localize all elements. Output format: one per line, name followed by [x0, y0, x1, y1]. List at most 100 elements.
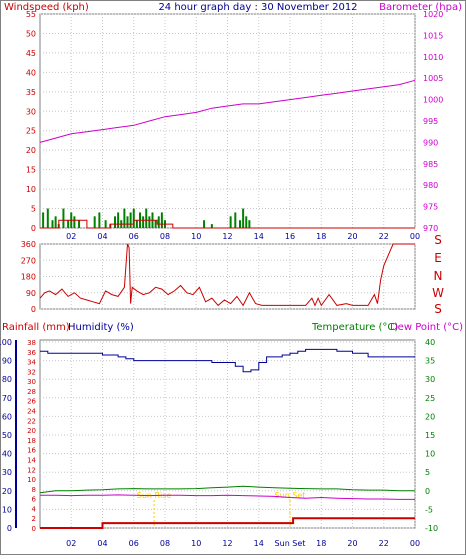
wind-direction-tick-label: 90 [26, 289, 36, 298]
x-tick-label: 20 [347, 539, 357, 548]
humidity-tick-label: 0 [7, 524, 12, 533]
rainfall-tick-label: 20 [27, 427, 36, 435]
wind-direction-tick-label: 180 [21, 273, 36, 282]
temperature-line [39, 485, 415, 494]
barometer-tick-label: 1000 [423, 96, 443, 105]
temperature-axis-label: Temperature (°C) [311, 322, 398, 333]
windspeed-tick-label: 40 [26, 68, 36, 77]
wind-direction-tick-label: 0 [31, 305, 36, 314]
windspeed-tick-labels: 0 5 10 15 20 25 30 35 40 45 50 55 [26, 10, 36, 233]
temperature-tick-label: -10 [425, 524, 438, 533]
rainfall-tick-label: 8 [32, 486, 36, 494]
rainfall-tick-label: 36 [27, 349, 36, 357]
windspeed-tick-label: 50 [26, 29, 36, 38]
x-tick-label: 04 [97, 539, 107, 548]
barometer-line [39, 79, 416, 143]
barometer-tick-label: 1010 [423, 53, 443, 62]
temperature-tick-labels: -10 -5 0 5 10 15 20 25 30 35 40 [425, 338, 438, 533]
rain-humidity-temperature-panel: 0102030405060708090100 02468101214161820… [0, 322, 463, 548]
x-tick-label: 12 [222, 232, 232, 241]
barometer-tick-label: 985 [423, 160, 438, 169]
x-tick-label: 14 [254, 232, 264, 241]
x-tick-label: 20 [347, 232, 357, 241]
rainfall-axis-label: Rainfall (mm) [2, 322, 70, 333]
temperature-tick-label: 40 [425, 338, 435, 347]
humidity-tick-label: 90 [2, 357, 12, 366]
temperature-tick-label: 15 [425, 431, 435, 440]
wind-direction-tick-labels: 0 90 180 270 360 [21, 240, 36, 314]
humidity-tick-label: 80 [2, 375, 12, 384]
temperature-tick-label: 30 [425, 375, 435, 384]
rainfall-tick-label: 18 [27, 437, 36, 445]
windspeed-tick-label: 15 [26, 166, 36, 175]
x-tick-label: 06 [129, 539, 139, 548]
rain-humidity-grid [40, 340, 416, 529]
windspeed-tick-label: 5 [31, 205, 36, 214]
wind-barometer-grid [40, 13, 416, 229]
compass-direction-label: W [432, 286, 444, 300]
temperature-tick-label: 25 [425, 394, 435, 403]
windspeed-tick-label: 20 [26, 146, 36, 155]
rainfall-tick-label: 14 [27, 456, 36, 464]
temperature-tick-label: 20 [425, 412, 435, 421]
x-tick-label: 18 [316, 232, 326, 241]
rainfall-line [40, 517, 415, 529]
windspeed-tick-label: 30 [26, 107, 36, 116]
compass-direction-label: N [434, 269, 443, 283]
x-tick-label: 08 [160, 539, 170, 548]
rainfall-tick-label: 24 [27, 408, 36, 416]
rainfall-tick-label: 22 [27, 417, 36, 425]
dewpoint-line [40, 494, 415, 500]
x-tick-label: 08 [160, 232, 170, 241]
compass-direction-label: E [434, 251, 442, 265]
x-tick-label: 12 [222, 539, 232, 548]
temperature-tick-label: 10 [425, 450, 435, 459]
barometer-tick-label: 980 [423, 181, 438, 190]
sun-set-label: Sun Set [275, 491, 306, 500]
humidity-line [40, 348, 415, 373]
windspeed-tick-label: 45 [26, 49, 36, 58]
humidity-tick-label: 100 [0, 338, 12, 347]
humidity-axis-label: Humidity (%) [68, 322, 134, 333]
rainfall-tick-label: 30 [27, 378, 36, 386]
chart-title: 24 hour graph day : 30 November 2012 [158, 2, 357, 13]
barometer-tick-label: 990 [423, 138, 438, 147]
wind-barometer-plot-area [39, 13, 416, 229]
x-tick-label: 22 [379, 539, 389, 548]
compass-direction-label: S [434, 233, 442, 247]
humidity-tick-labels: 0 10 20 30 40 50 60 70 80 90 100 [0, 338, 17, 533]
rainfall-tick-label: 34 [27, 359, 36, 367]
rainfall-tick-label: 6 [32, 496, 37, 504]
barometer-tick-label: 1015 [423, 31, 443, 40]
x-tick-label: 02 [66, 539, 76, 548]
x-tick-label: 00 [410, 539, 420, 548]
x-tick-label: 10 [191, 232, 201, 241]
rainfall-tick-label: 26 [27, 398, 36, 406]
wind-direction-tick-label: 360 [21, 240, 36, 249]
barometer-tick-label: 995 [423, 117, 438, 126]
temperature-tick-label: 35 [425, 357, 435, 366]
barometer-axis-label: Barometer (hpa) [379, 2, 462, 13]
windspeed-axis-label: Windspeed (kph) [4, 2, 89, 13]
windspeed-tick-label: 10 [26, 185, 36, 194]
rain-x-tick-labels: 02 04 06 08 10 12 14 Sun Set 18 20 22 00 [66, 539, 420, 548]
wind-average-line [40, 219, 415, 229]
x-tick-label: 00 [410, 232, 420, 241]
windspeed-tick-label: 55 [26, 10, 36, 19]
humidity-tick-label: 10 [2, 505, 12, 514]
rainfall-tick-label: 4 [32, 505, 37, 513]
x-tick-label: 10 [191, 539, 201, 548]
temperature-tick-label: 5 [425, 468, 430, 477]
barometer-tick-label: 975 [423, 203, 438, 212]
barometer-tick-label: 1005 [423, 74, 443, 83]
wind-direction-line [39, 243, 415, 307]
windspeed-tick-label: 25 [26, 127, 36, 136]
humidity-tick-label: 30 [2, 468, 12, 477]
dewpoint-axis-label: Dew Point (°C) [390, 322, 463, 333]
rainfall-tick-label: 32 [27, 368, 36, 376]
rainfall-tick-label: 10 [27, 476, 36, 484]
